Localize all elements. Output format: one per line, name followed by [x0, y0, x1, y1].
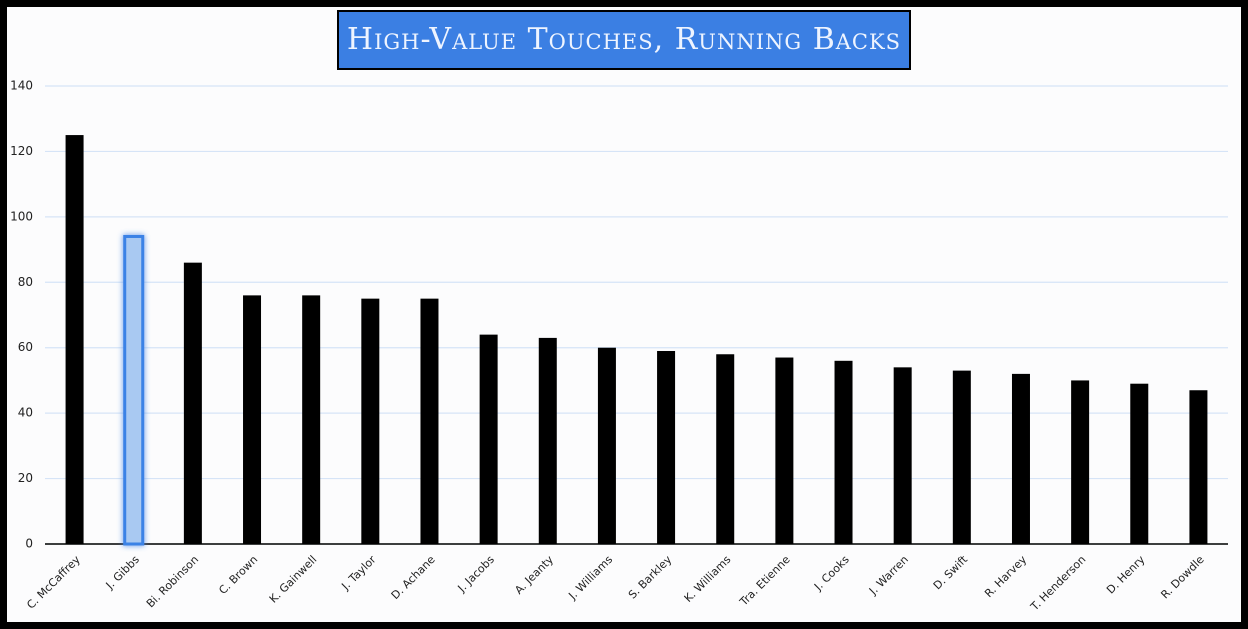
y-tick-label: 140 [10, 79, 33, 93]
bar [1189, 390, 1208, 544]
plot-background [7, 7, 1241, 622]
y-tick-label: 40 [18, 406, 33, 420]
bar [538, 337, 557, 544]
bar [361, 298, 380, 544]
title-box [337, 10, 911, 70]
bar [65, 135, 84, 545]
bar [302, 295, 321, 544]
bar [716, 354, 735, 544]
chart-title: High-Value Touches, Running Backs [347, 22, 901, 57]
y-tick-label: 100 [10, 209, 33, 223]
bar [893, 367, 912, 544]
bar [1130, 383, 1149, 544]
bar [420, 298, 439, 544]
bar [597, 347, 616, 544]
bar [183, 262, 202, 544]
bar [775, 357, 794, 544]
y-tick-label: 20 [18, 471, 33, 485]
y-tick-label: 60 [18, 340, 33, 354]
bar [123, 234, 145, 546]
y-tick-label: 120 [10, 144, 33, 158]
bar [1011, 373, 1030, 544]
y-tick-label: 80 [18, 275, 33, 289]
bar [952, 370, 971, 544]
bar [1071, 380, 1090, 544]
bar [479, 334, 498, 544]
bar [243, 295, 262, 544]
bar [834, 360, 853, 544]
bar [657, 350, 676, 544]
y-tick-label: 0 [25, 537, 33, 551]
